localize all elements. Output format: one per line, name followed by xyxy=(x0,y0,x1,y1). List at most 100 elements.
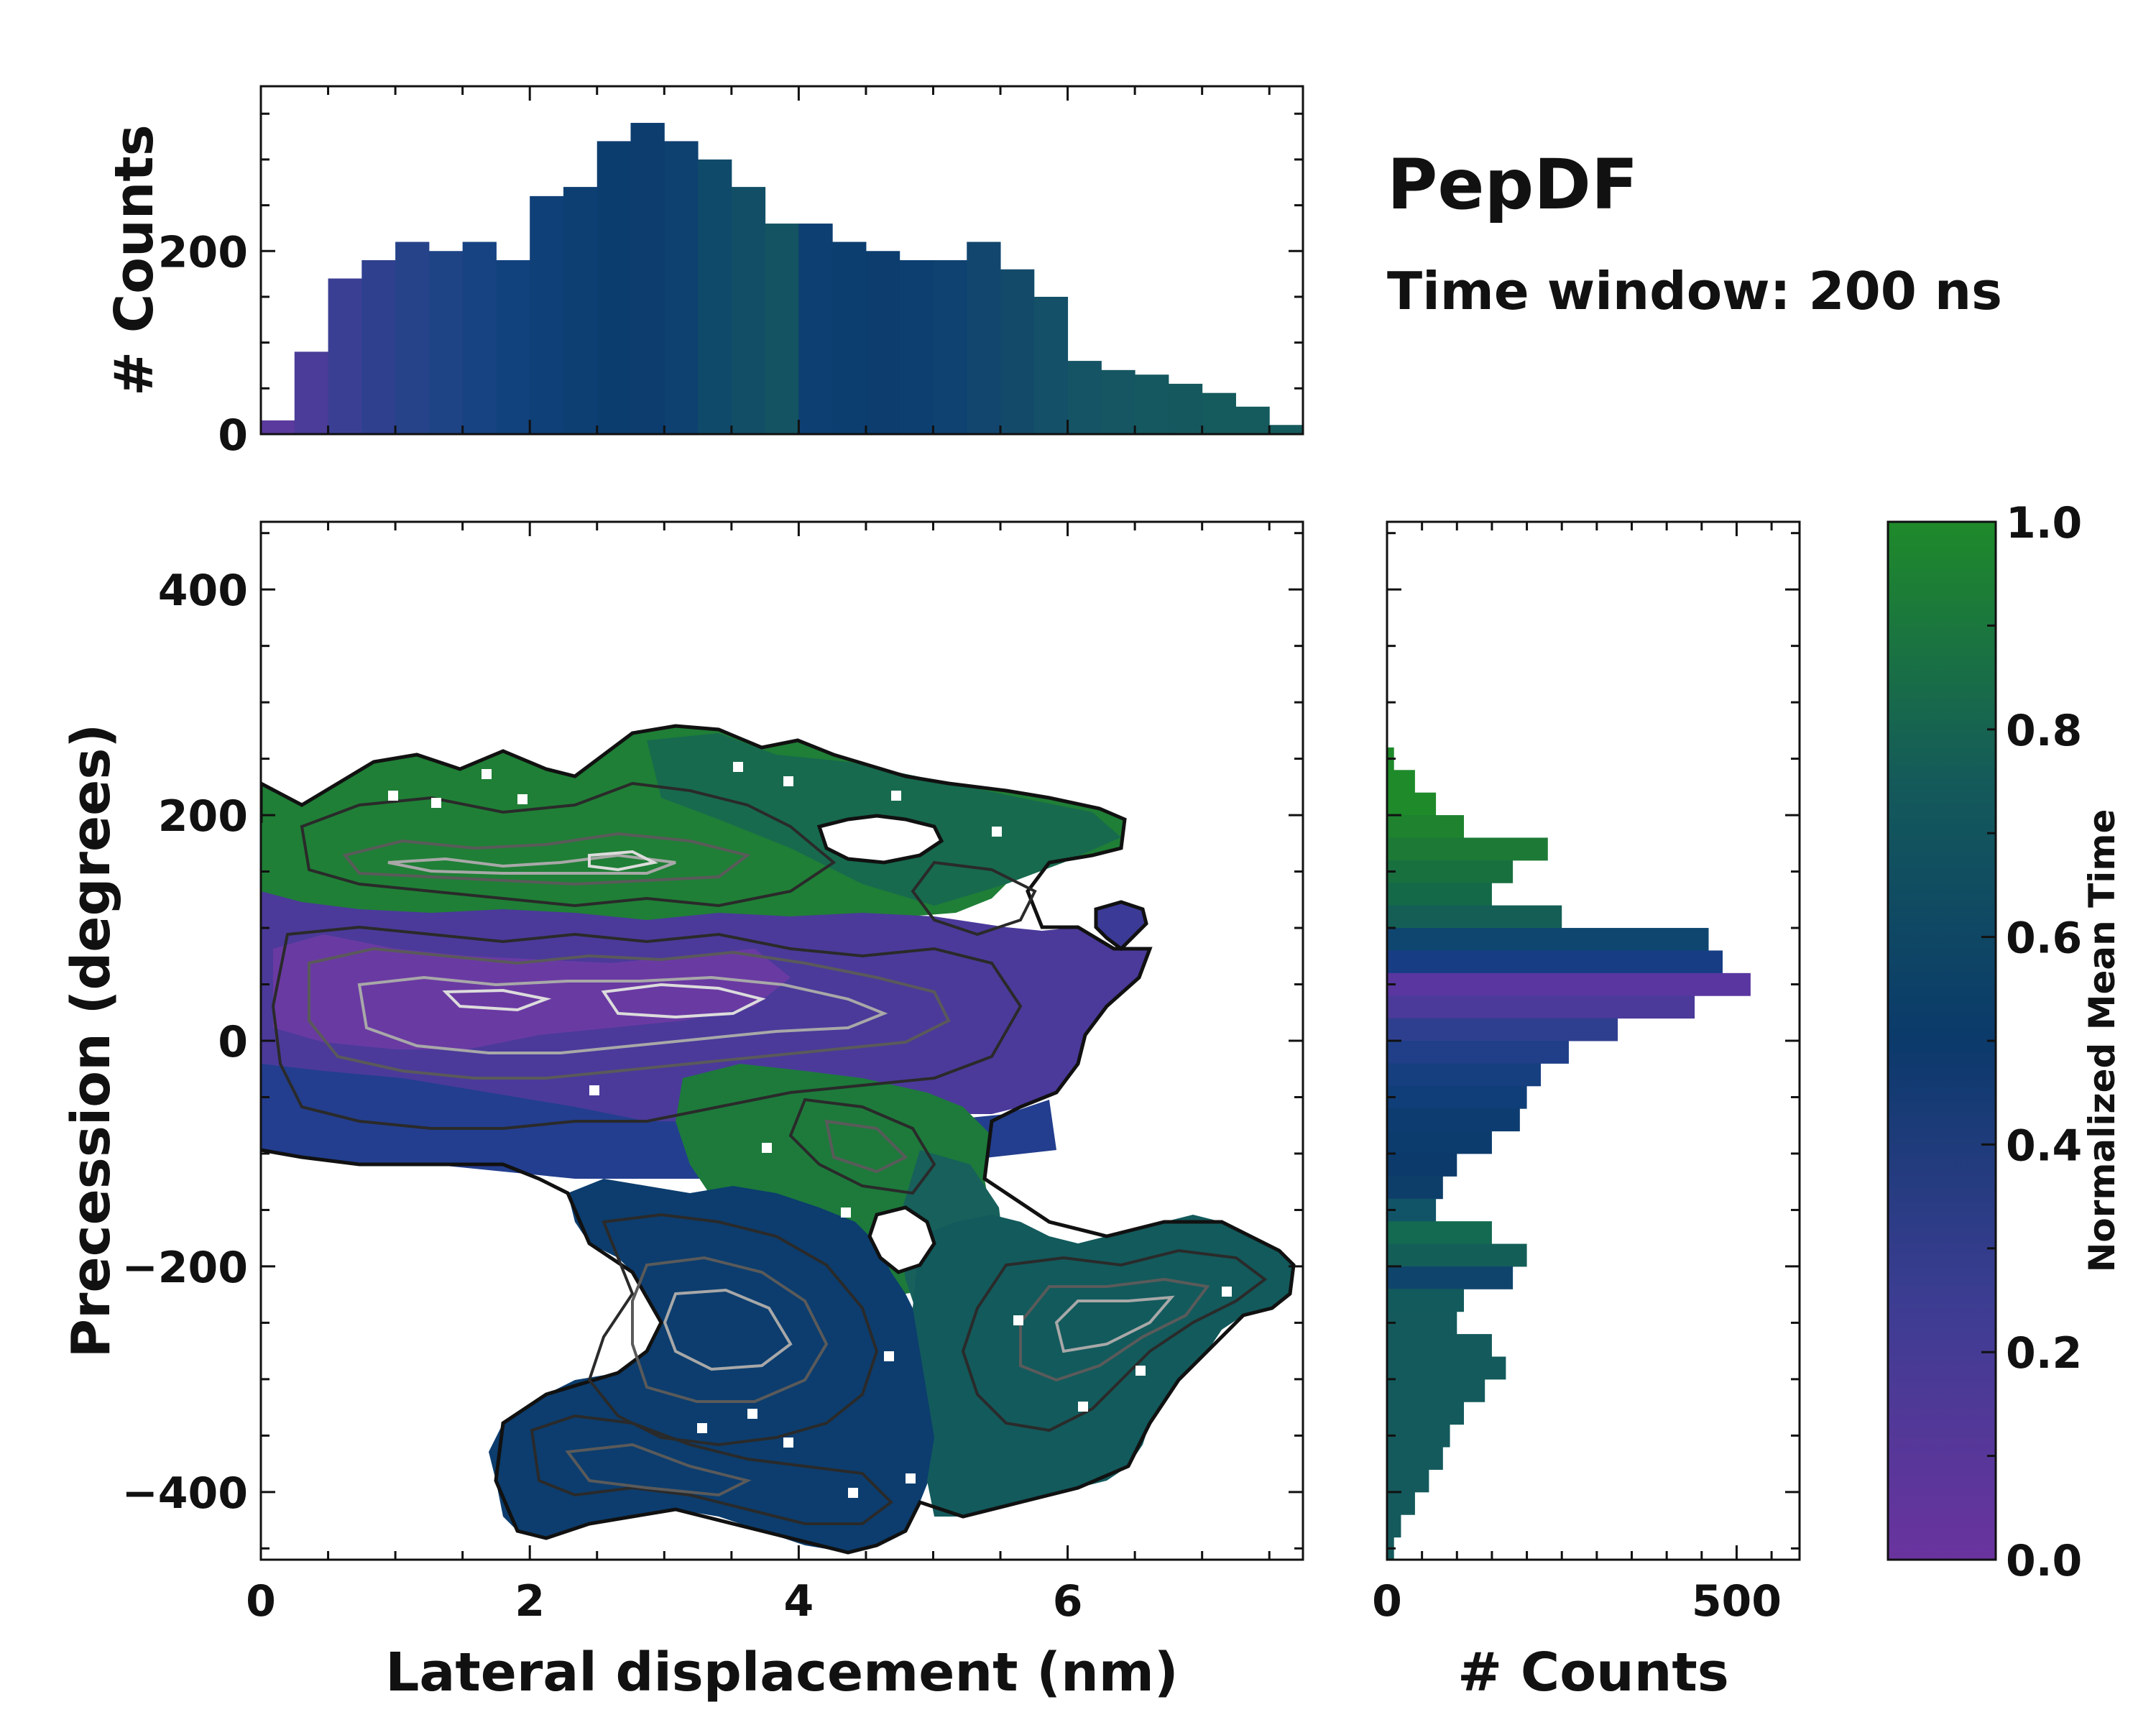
inner-contours-light xyxy=(357,853,1175,1371)
right-histogram-x-tick-labels: 0 500 xyxy=(1372,1576,1782,1627)
contour-small-island xyxy=(1094,900,1148,952)
top-histogram: 0 200 # Counts xyxy=(103,85,1304,461)
inner-contours-mid xyxy=(308,832,1210,1497)
top-histogram-bar xyxy=(428,251,464,434)
main-ylabel: Precession (degrees) xyxy=(60,724,122,1358)
top-histogram-bar xyxy=(395,242,430,434)
top-histogram-frame xyxy=(259,85,1304,436)
right-histogram-bar xyxy=(1387,1469,1429,1493)
right-histogram-bar xyxy=(1387,1266,1514,1289)
right-histogram-bar xyxy=(1387,928,1709,951)
top-histogram-ylabel: # Counts xyxy=(103,124,165,396)
colorbar-label: Normalized Mean Time xyxy=(2081,809,2123,1273)
top-histogram-bar xyxy=(1000,269,1035,434)
top-histogram-bar xyxy=(261,420,295,434)
main-xtick-label: 6 xyxy=(1053,1576,1083,1627)
inner-contours-bright xyxy=(442,850,766,1019)
main-xlabel: Lateral displacement (nm) xyxy=(385,1642,1178,1703)
main-xtick-label: 2 xyxy=(515,1576,545,1627)
right-histogram-bar xyxy=(1387,792,1437,816)
top-histogram-bar xyxy=(1202,392,1236,434)
right-histogram-bar xyxy=(1387,1063,1542,1087)
right-histogram-bar xyxy=(1387,950,1723,974)
right-histogram-bar xyxy=(1387,1311,1457,1335)
right-histogram-bar xyxy=(1387,1108,1520,1132)
top-histogram-bar xyxy=(630,122,665,434)
right-histogram-bar xyxy=(1387,1153,1457,1177)
right-histogram-bar xyxy=(1387,905,1562,929)
main-y-tick-labels: 400 200 0 −200 −400 xyxy=(121,566,248,1519)
contour-outer-upper xyxy=(261,724,1296,1555)
top-histogram-bar xyxy=(1067,361,1102,434)
right-histogram-bar xyxy=(1387,1514,1401,1538)
top-histogram-bar xyxy=(798,224,833,434)
main-x-tick-labels: 0 2 4 6 xyxy=(246,1576,1082,1627)
colorbar-tick-label: 0.8 xyxy=(2006,706,2082,756)
right-histogram-bar xyxy=(1387,1131,1492,1154)
top-histogram-bar xyxy=(1269,425,1304,434)
top-histogram-bar xyxy=(361,260,396,434)
contour-hole-2 xyxy=(867,1205,936,1274)
right-histogram-bar xyxy=(1387,1221,1492,1245)
right-histogram-bar xyxy=(1387,1041,1569,1064)
colorbar-tick-label: 0.4 xyxy=(2006,1121,2082,1171)
top-histogram-bar xyxy=(294,351,329,434)
right-histogram-bar xyxy=(1387,1447,1443,1470)
main-ytick-label: −400 xyxy=(121,1468,248,1519)
right-histogram-bar xyxy=(1387,1243,1527,1267)
right-histogram-xlabel: # Counts xyxy=(1457,1642,1729,1703)
right-histogram: 0 500 # Counts xyxy=(1372,520,1801,1703)
colorbar-tick-label: 1.0 xyxy=(2006,498,2082,548)
right-histogram-bar xyxy=(1387,1289,1465,1312)
right-histogram-xtick-label: 0 xyxy=(1372,1576,1402,1627)
colorbar-tick-label: 0.0 xyxy=(2006,1536,2082,1586)
main-ytick-label: 0 xyxy=(218,1017,248,1067)
top-histogram-bar xyxy=(596,141,632,434)
main-ytick-label: 200 xyxy=(158,791,248,842)
top-histogram-bar xyxy=(530,196,564,434)
top-histogram-bars xyxy=(261,122,1304,435)
top-histogram-bar xyxy=(1101,369,1135,434)
colorbar: 0.0 0.2 0.4 0.6 0.8 1.0 Normalized Mean Time xyxy=(1886,498,2123,1586)
contour-hole xyxy=(816,814,944,865)
colorbar-tick-label: 0.2 xyxy=(2006,1328,2082,1379)
main-ytick-label: −200 xyxy=(121,1243,248,1293)
top-histogram-bar xyxy=(563,187,598,434)
right-histogram-bar xyxy=(1387,1085,1527,1109)
right-histogram-bar xyxy=(1387,1334,1492,1357)
top-histogram-bar xyxy=(328,278,362,434)
colorbar-tick-label: 0.6 xyxy=(2006,914,2082,964)
right-histogram-bar xyxy=(1387,1356,1506,1380)
main-xtick-label: 4 xyxy=(784,1576,814,1627)
right-histogram-bar xyxy=(1387,860,1514,883)
top-histogram-bar xyxy=(1135,374,1169,434)
right-histogram-bar xyxy=(1387,1379,1485,1402)
region-lower-teal xyxy=(913,1215,1294,1517)
top-histogram-ytick-label: 200 xyxy=(158,227,248,277)
top-histogram-bar xyxy=(731,187,766,434)
main-xtick-label: 0 xyxy=(246,1576,276,1627)
figure-title: PepDF xyxy=(1387,144,1638,225)
right-histogram-bar xyxy=(1387,1176,1443,1200)
right-histogram-bar xyxy=(1387,1402,1465,1425)
top-histogram-bar xyxy=(698,159,732,435)
right-histogram-bars xyxy=(1387,747,1751,1560)
top-histogram-bar xyxy=(664,141,699,434)
right-histogram-bar xyxy=(1387,815,1465,838)
right-histogram-bar xyxy=(1387,837,1548,861)
right-histogram-bar xyxy=(1387,1424,1450,1448)
right-histogram-bar xyxy=(1387,1018,1618,1041)
top-histogram-bar xyxy=(899,260,934,434)
main-density-panel: 0 2 4 6 400 200 0 −200 −400 Lateral displacemen… xyxy=(60,520,1304,1703)
top-histogram-ticks: 0 200 xyxy=(158,86,1303,461)
region-lower-navy xyxy=(489,1179,941,1552)
right-histogram-bar xyxy=(1387,883,1492,906)
top-histogram-bar xyxy=(462,242,497,434)
white-speckles xyxy=(388,762,1232,1498)
colorbar-ticks: 0.0 0.2 0.4 0.6 0.8 1.0 xyxy=(1981,498,2082,1586)
top-histogram-bar xyxy=(933,260,967,434)
right-histogram-bar xyxy=(1387,995,1695,1019)
right-histogram-bar xyxy=(1387,972,1751,996)
top-histogram-ytick-label: 0 xyxy=(218,410,248,461)
top-histogram-bar xyxy=(832,242,867,434)
